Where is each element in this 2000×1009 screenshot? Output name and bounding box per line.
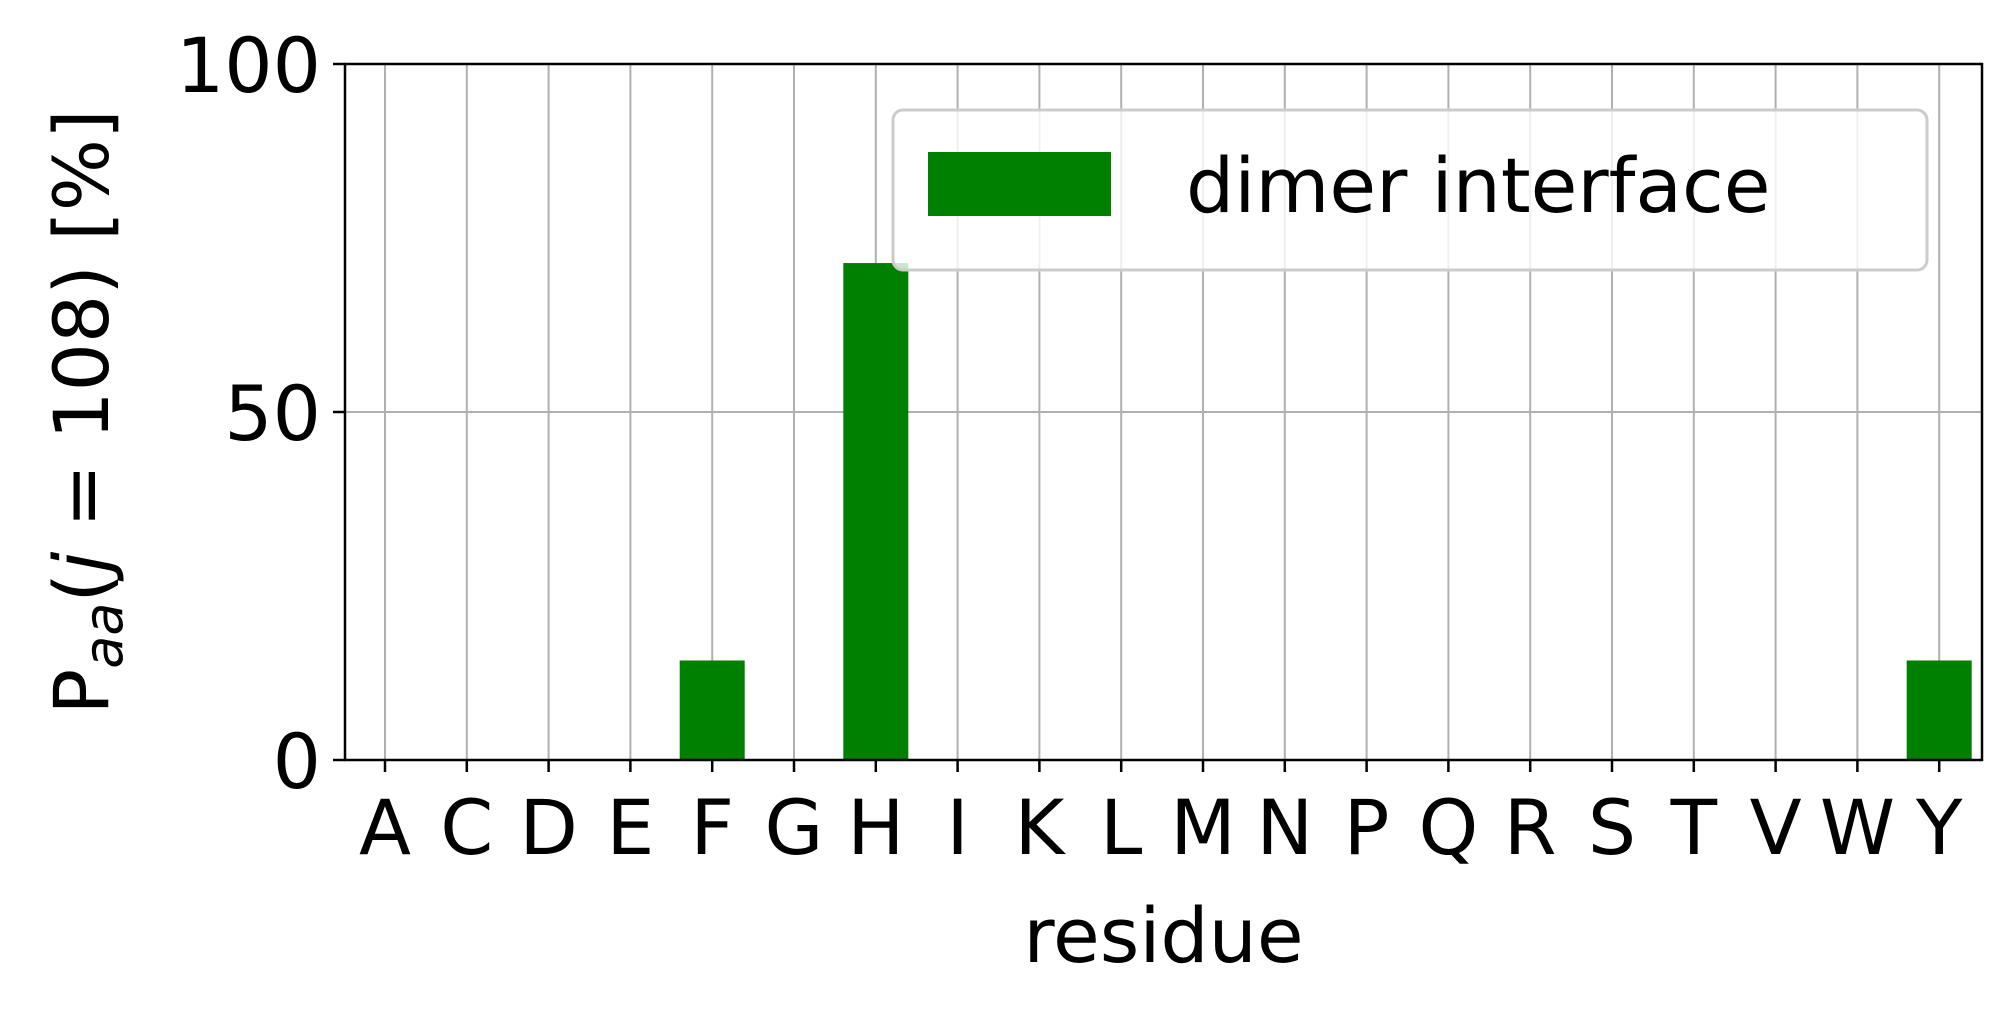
- x-tick-label: I: [946, 783, 968, 872]
- x-tick-label: P: [1344, 783, 1390, 872]
- legend-swatch: [928, 152, 1111, 216]
- x-tick-label: M: [1170, 783, 1236, 872]
- y-tick-label: 0: [273, 717, 321, 806]
- y-axis-title-open-paren: (: [37, 573, 126, 603]
- x-tick-label: V: [1750, 783, 1802, 872]
- x-tick-label: T: [1670, 783, 1718, 872]
- legend-box: [891, 108, 1929, 272]
- bar-H: [843, 263, 909, 760]
- y-axis-ticks: 0 50 100: [176, 21, 345, 806]
- y-axis-title-rest: = 108) [%]: [37, 109, 126, 551]
- x-tick-label: Q: [1418, 783, 1478, 872]
- x-tick-label: Y: [1915, 783, 1963, 872]
- x-tick-label: W: [1820, 783, 1895, 872]
- legend-label: dimer interface: [1186, 141, 1771, 230]
- x-axis-title: residue: [1023, 891, 1303, 980]
- y-axis-title-subscript: aa: [72, 603, 135, 669]
- x-tick-label: D: [519, 783, 578, 872]
- x-tick-label: H: [847, 783, 904, 872]
- x-tick-label: F: [690, 783, 734, 872]
- x-tick-label: C: [440, 783, 493, 872]
- x-tick-label: K: [1014, 783, 1066, 872]
- y-tick-label: 100: [176, 21, 321, 110]
- x-tick-label: S: [1588, 783, 1636, 872]
- y-axis-title: Paa(j = 108) [%]: [37, 109, 135, 714]
- x-tick-label: A: [359, 783, 411, 872]
- legend: dimer interface: [891, 108, 1929, 272]
- x-tick-label: N: [1256, 783, 1313, 872]
- bars: [679, 263, 1972, 760]
- x-tick-label: R: [1504, 783, 1557, 872]
- bar-F: [679, 660, 745, 760]
- bar-Y: [1906, 660, 1972, 760]
- x-tick-label: L: [1100, 783, 1142, 872]
- x-tick-label: E: [606, 783, 654, 872]
- y-tick-label: 50: [224, 369, 321, 458]
- y-axis-title-symbol: P: [37, 669, 126, 715]
- x-tick-label: G: [765, 783, 824, 872]
